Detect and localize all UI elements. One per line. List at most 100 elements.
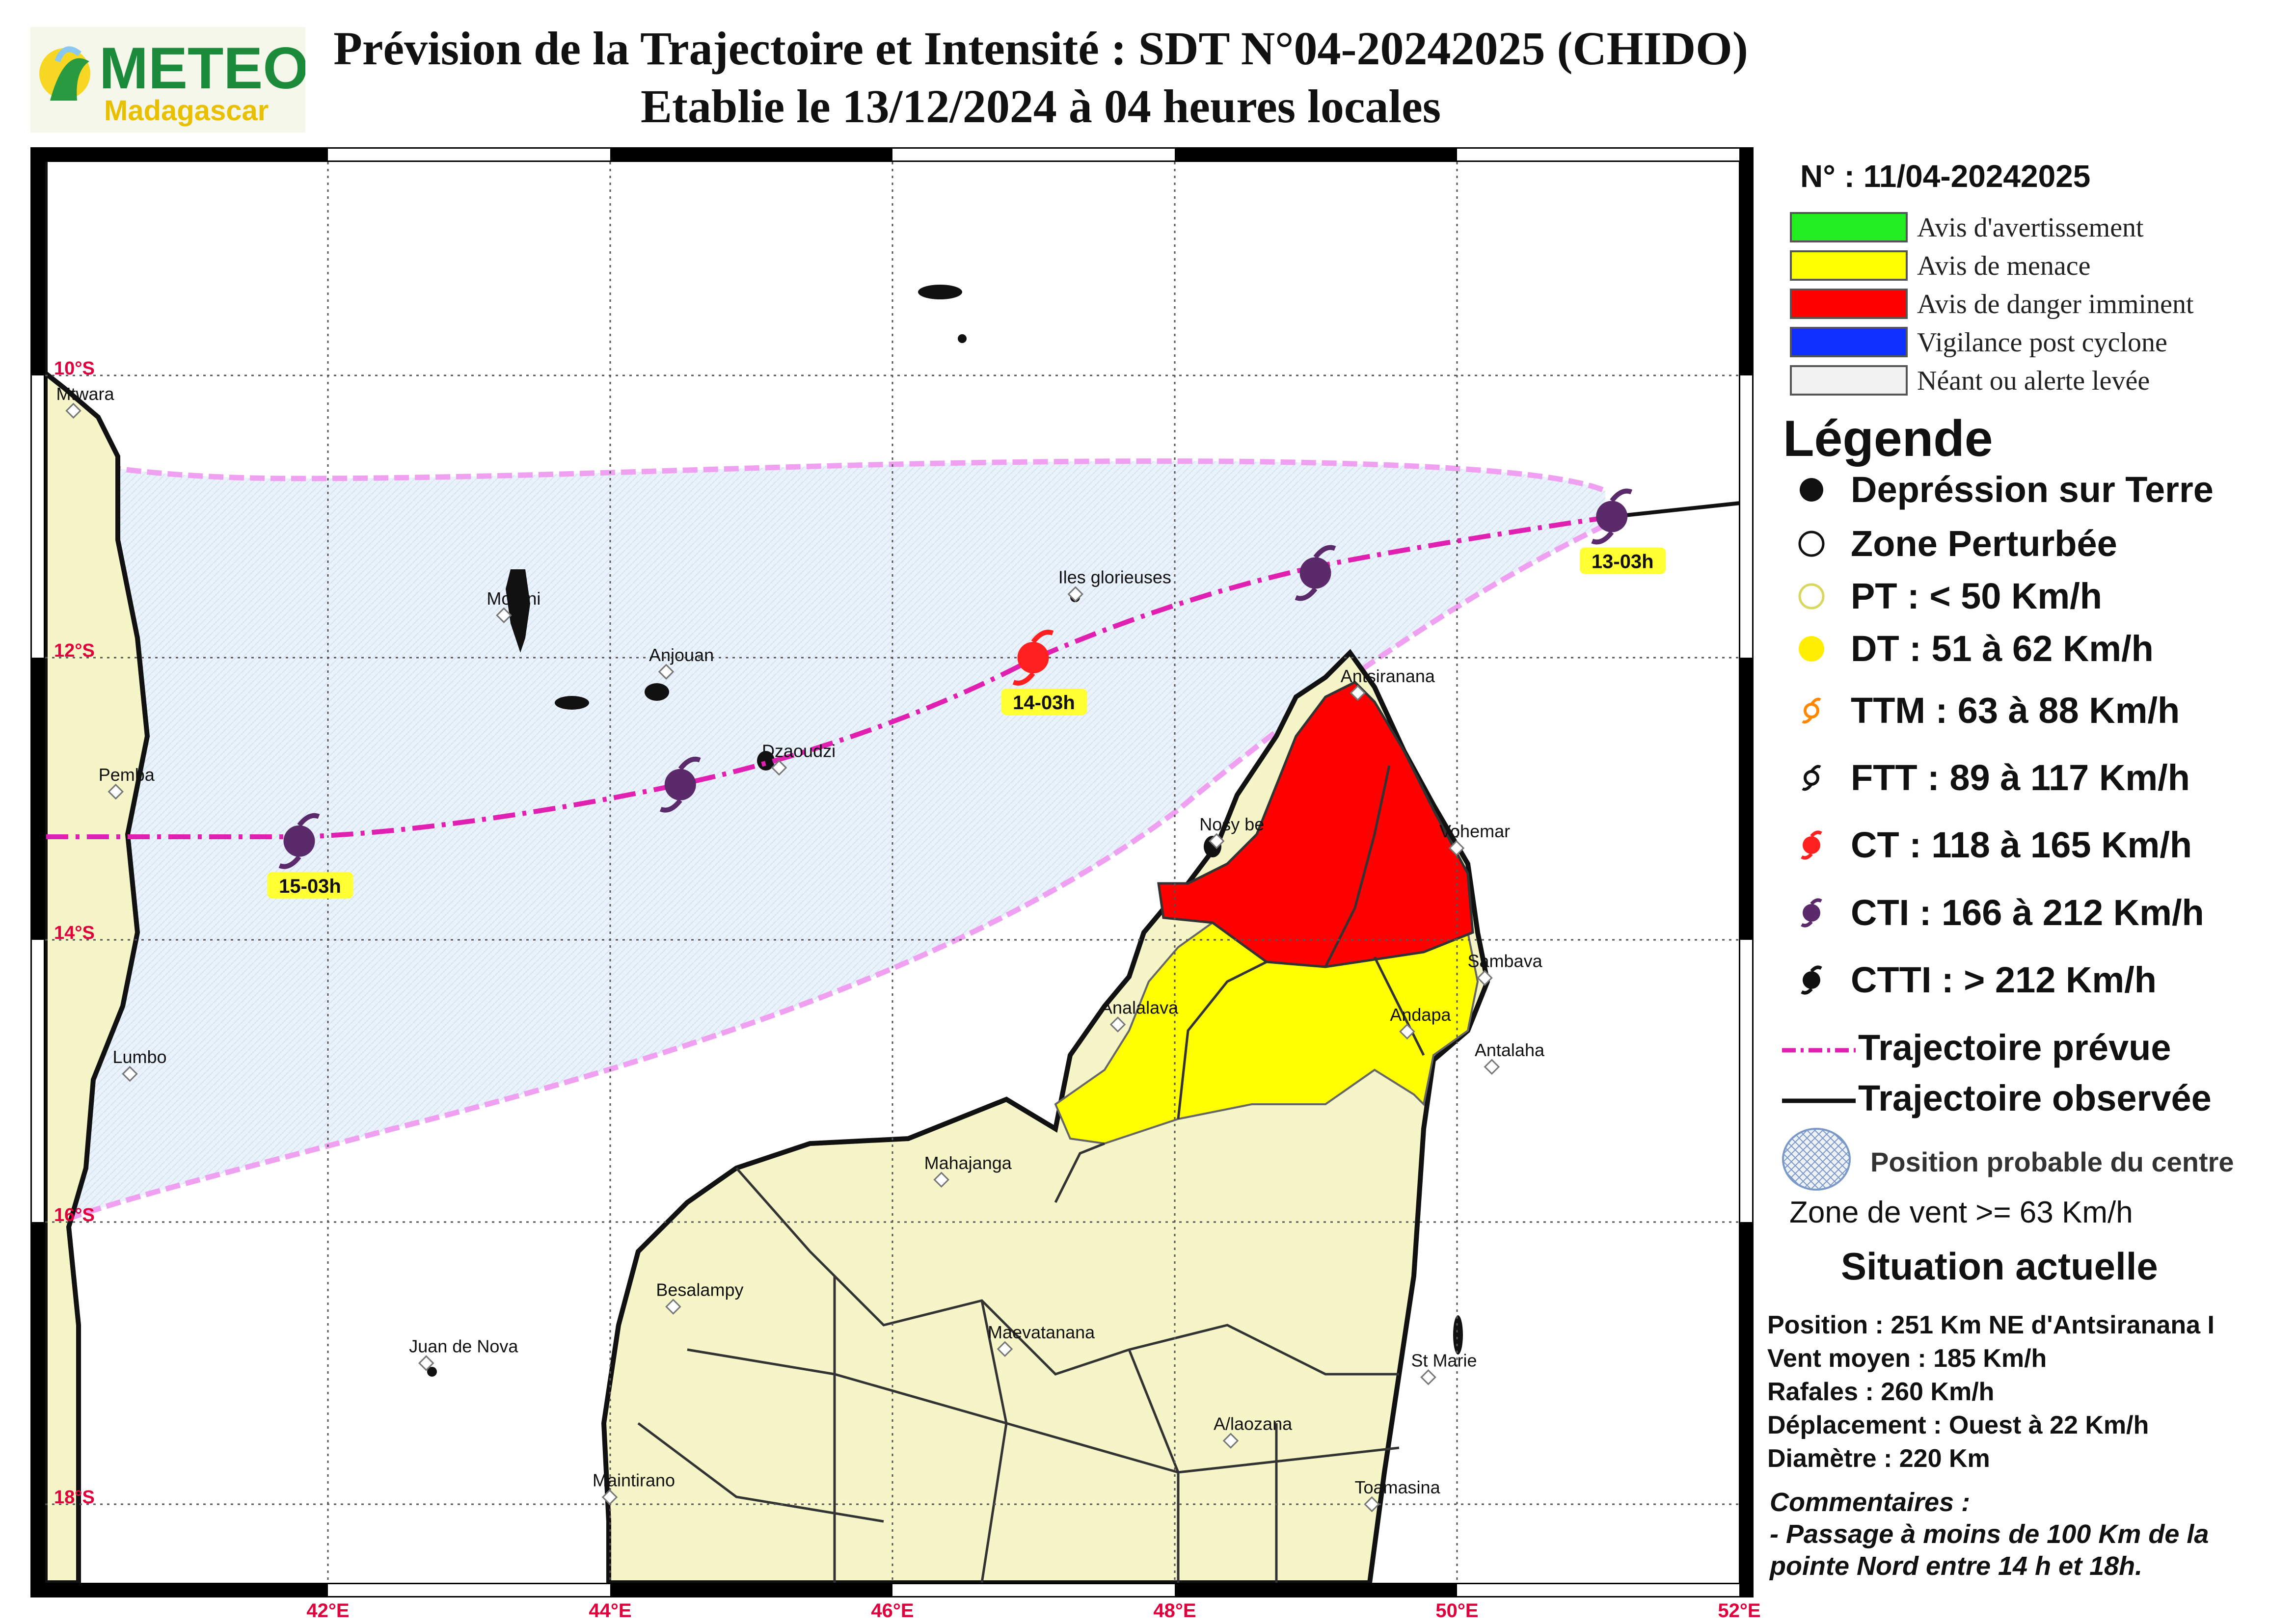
place-name: Juan de Nova xyxy=(409,1336,518,1357)
time-label: 14-03h xyxy=(1013,692,1075,714)
cyclone-position-marker: 14-03h xyxy=(1001,630,1087,715)
situation-movement: Déplacement : Ouest à 22 Km/h xyxy=(1767,1411,2149,1439)
place-name: Moroni xyxy=(486,588,540,609)
cyclone-position-marker: 13-03h xyxy=(1580,488,1666,574)
forecast-map: Mtwara Moroni Iles glorieuses Anjouan Antsir… xyxy=(30,147,1761,1622)
legend-item-ftt: FTT : 89 à 117 Km/h xyxy=(1851,757,2190,798)
legend-item-cti: CTI : 166 à 212 Km/h xyxy=(1851,892,2204,933)
lon-label: 42°E xyxy=(306,1600,349,1622)
alert-label-menace: Avis de menace xyxy=(1917,251,2091,281)
situation-wind: Vent moyen : 185 Km/h xyxy=(1767,1344,2047,1373)
place-name: Nosy be xyxy=(1199,814,1264,834)
wind-zone-note: Zone de vent >= 63 Km/h xyxy=(1789,1196,2133,1229)
place-name: Besalampy xyxy=(656,1280,743,1300)
situation-diameter: Diamètre : 220 Km xyxy=(1767,1444,1990,1473)
place-marker xyxy=(1399,1023,1415,1040)
lat-label: 12°S xyxy=(54,640,95,661)
swatch-neant xyxy=(1790,365,1908,396)
place-name: Maevatanana xyxy=(988,1322,1095,1342)
red-cyclone-icon xyxy=(1801,830,1822,860)
lon-label: 44°E xyxy=(589,1600,631,1622)
bulletin-number: N° : 11/04-20242025 xyxy=(1800,159,2091,194)
place-name: Maintirano xyxy=(593,1470,675,1490)
swatch-avertissement xyxy=(1790,212,1908,242)
orange-cyclone-icon xyxy=(1802,697,1821,724)
place-marker xyxy=(1067,586,1084,602)
uncertainty-cone xyxy=(45,456,1605,1227)
legend-item-trajectoire-observee: Trajectoire observée xyxy=(1858,1078,2212,1118)
dashed-magenta-line-icon xyxy=(1782,1048,1856,1053)
swatch-danger xyxy=(1790,289,1908,319)
place-name: Sambava xyxy=(1468,951,1543,971)
filled-black-circle-icon xyxy=(1800,478,1823,502)
place-name: St Marie xyxy=(1411,1350,1477,1370)
place-name: Toamasina xyxy=(1355,1477,1441,1497)
place-name: A/laozana xyxy=(1214,1414,1293,1434)
place-name: Andapa xyxy=(1390,1005,1451,1025)
logo-icon: METEO Madagascar xyxy=(39,35,309,127)
place-marker xyxy=(665,1299,681,1315)
cone-south-edge xyxy=(45,523,1607,1230)
title-line-2: Etablie le 13/12/2024 à 04 heures locale… xyxy=(640,80,1441,133)
menace-zone xyxy=(1054,921,1479,1145)
place-marker xyxy=(1484,1059,1500,1075)
logo-title: METEO xyxy=(99,35,305,101)
place-marker xyxy=(771,759,787,776)
latitude-labels: 10°S 12°S 14°S 16°S 18°S xyxy=(54,358,95,1508)
time-label-bg xyxy=(1580,547,1666,574)
place-marker xyxy=(1222,1433,1239,1449)
place-marker xyxy=(1350,685,1366,701)
comment-line-1: - Passage à moins de 100 Km de la xyxy=(1770,1519,2209,1549)
place-name: Iles glorieuses xyxy=(1058,567,1171,587)
legend-item-pt: PT : < 50 Km/h xyxy=(1851,576,2102,616)
situation-gusts: Rafales : 260 Km/h xyxy=(1767,1378,1995,1406)
track-markers: 13-03h 14-03h 15-03h xyxy=(267,488,1666,899)
place-name: Lumbo xyxy=(113,1047,167,1067)
legend-item-zone-perturbee: Zone Perturbée xyxy=(1851,523,2117,564)
danger-zone xyxy=(1157,680,1474,968)
page-title: Prévision de la Trajectoire et Intensité… xyxy=(304,20,1777,135)
logo-subtitle: Madagascar xyxy=(104,95,269,127)
hatched-circle-icon xyxy=(1782,1128,1851,1191)
cyclone-position-marker xyxy=(1295,545,1336,601)
place-name: Antsiranana xyxy=(1341,666,1435,686)
title-line-1: Prévision de la Trajectoire et Intensité… xyxy=(333,22,1748,75)
purple-cyclone-icon xyxy=(1801,898,1822,928)
alert-label-danger: Avis de danger imminent xyxy=(1917,289,2194,319)
place-name: Antalaha xyxy=(1475,1040,1545,1060)
lon-label: 50°E xyxy=(1435,1600,1478,1622)
swatch-menace xyxy=(1790,250,1908,281)
place-name: Mahajanga xyxy=(924,1153,1012,1173)
black-cyclone-icon xyxy=(1801,965,1822,995)
yellow-open-circle-icon xyxy=(1798,583,1825,610)
legend-item-depression: Depréssion sur Terre xyxy=(1851,469,2214,510)
graticule xyxy=(45,162,1739,1583)
place-labels: Mtwara Moroni Iles glorieuses Anjouan Antsir… xyxy=(56,384,1545,1513)
place-name: Dzaoudzi xyxy=(762,741,836,761)
place-name: Analalava xyxy=(1101,998,1179,1018)
place-name: Anjouan xyxy=(649,645,714,665)
place-marker xyxy=(1208,833,1225,850)
legend-item-trajectoire-prevue: Trajectoire prévue xyxy=(1858,1027,2171,1068)
forecast-track-line xyxy=(45,514,1612,839)
time-label: 15-03h xyxy=(279,876,341,897)
time-label-bg xyxy=(1001,689,1087,715)
open-circle-icon xyxy=(1798,531,1825,557)
place-marker xyxy=(1109,1016,1126,1033)
district-boundaries xyxy=(637,765,1425,1583)
comments-title: Commentaires : xyxy=(1770,1488,1971,1517)
black-line-icon xyxy=(1782,1098,1856,1103)
black-outline-cyclone-icon xyxy=(1802,765,1821,791)
lat-label: 16°S xyxy=(54,1205,95,1225)
place-name: Pemba xyxy=(99,765,155,785)
cyclone-position-marker xyxy=(659,756,701,813)
cone-north-edge xyxy=(45,453,1607,494)
lon-label: 46°E xyxy=(871,1600,914,1622)
time-label-bg xyxy=(267,872,353,899)
place-marker xyxy=(1477,970,1493,986)
place-marker xyxy=(418,1355,434,1371)
situation-position: Position : 251 Km NE d'Antsiranana I xyxy=(1767,1311,2215,1339)
meteo-madagascar-logo: METEO Madagascar xyxy=(30,27,309,133)
place-marker xyxy=(65,402,81,419)
longitude-labels: 42°E 44°E 46°E 48°E 50°E 52°E xyxy=(306,1600,1760,1622)
